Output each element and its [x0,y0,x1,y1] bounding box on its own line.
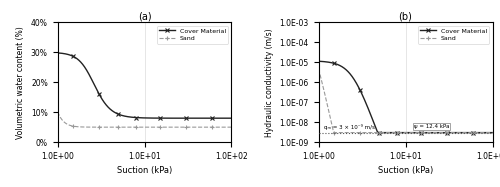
Sand [174,126,180,128]
Cover Material [125,116,131,118]
Line: Sand: Sand [317,67,494,134]
Sand [190,126,196,128]
Line: Cover Material: Cover Material [56,51,233,120]
Sand [435,131,441,134]
Line: Sand: Sand [56,110,233,129]
Cover Material [454,131,460,134]
Cover Material [72,56,78,59]
Sand [228,126,234,128]
Cover Material [452,131,458,134]
X-axis label: Suction (kPa): Suction (kPa) [117,166,172,175]
Sand [131,126,137,128]
Title: (a): (a) [138,12,151,22]
Sand [125,126,131,128]
Sand [454,131,460,134]
Cover Material [194,117,200,119]
Cover Material [131,116,137,119]
Cover Material [316,60,322,62]
X-axis label: Suction (kPa): Suction (kPa) [378,166,433,175]
Y-axis label: Hydraulic conductivity (m/s): Hydraulic conductivity (m/s) [265,28,274,137]
Sand [392,131,398,134]
Sand [452,131,458,134]
Cover Material [54,52,60,54]
Cover Material [174,117,180,119]
Cover Material [374,131,380,134]
Sand [194,126,200,128]
Cover Material [435,131,441,134]
Title: (b): (b) [398,12,412,22]
Text: ψ = 12.4 kPa: ψ = 12.4 kPa [414,124,449,129]
Sand [316,68,322,70]
Y-axis label: Volumetric water content (%): Volumetric water content (%) [16,26,26,139]
Text: qₘ = 3 × 10⁻⁹ m/s: qₘ = 3 × 10⁻⁹ m/s [324,124,374,130]
Cover Material [386,131,392,134]
Cover Material [190,117,196,119]
Sand [386,131,392,134]
Sand [72,125,78,128]
Cover Material [490,131,496,134]
Legend: Cover Material, Sand: Cover Material, Sand [156,26,228,44]
Legend: Cover Material, Sand: Cover Material, Sand [418,26,490,44]
Sand [54,111,60,113]
Cover Material [228,117,234,119]
Sand [490,131,496,134]
Sand [331,131,337,134]
Sand [334,131,340,134]
Cover Material [334,63,340,65]
Cover Material [392,131,398,134]
Line: Cover Material: Cover Material [317,59,494,134]
